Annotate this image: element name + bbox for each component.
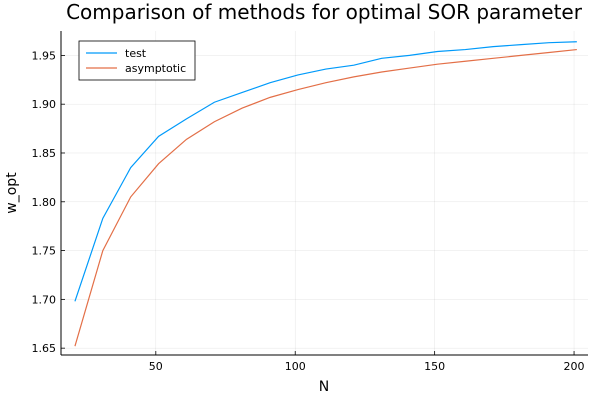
- y-tick-label: 1.65: [32, 342, 57, 355]
- y-tick-label: 1.75: [32, 245, 57, 258]
- y-tick-label: 1.85: [32, 147, 57, 160]
- series-line-asymptotic: [74, 48, 577, 347]
- y-tick-label: 1.90: [32, 98, 57, 111]
- chart-title: Comparison of methods for optimal SOR pa…: [66, 0, 583, 24]
- legend-label-asymptotic: asymptotic: [125, 62, 186, 75]
- series-line-test: [74, 41, 577, 302]
- ticks: 50 100 150 200 1.65 1.70 1.75 1.80 1.85 1.90 1.95: [32, 49, 585, 373]
- x-tick-label: 200: [564, 360, 585, 373]
- y-axis-label: w_opt: [4, 172, 20, 214]
- axes: [60, 31, 588, 356]
- x-axis-label: N: [319, 379, 329, 395]
- x-tick-label: 150: [424, 360, 445, 373]
- legend-box: [78, 40, 196, 81]
- x-tick-label: 100: [285, 360, 306, 373]
- legend-label-test: test: [125, 47, 147, 60]
- x-tick-label: 50: [149, 360, 163, 373]
- legend: test asymptotic: [78, 40, 196, 81]
- series-lines: [74, 41, 577, 347]
- y-tick-label: 1.80: [32, 196, 57, 209]
- y-tick-label: 1.95: [32, 49, 57, 62]
- y-tick-label: 1.70: [32, 293, 57, 306]
